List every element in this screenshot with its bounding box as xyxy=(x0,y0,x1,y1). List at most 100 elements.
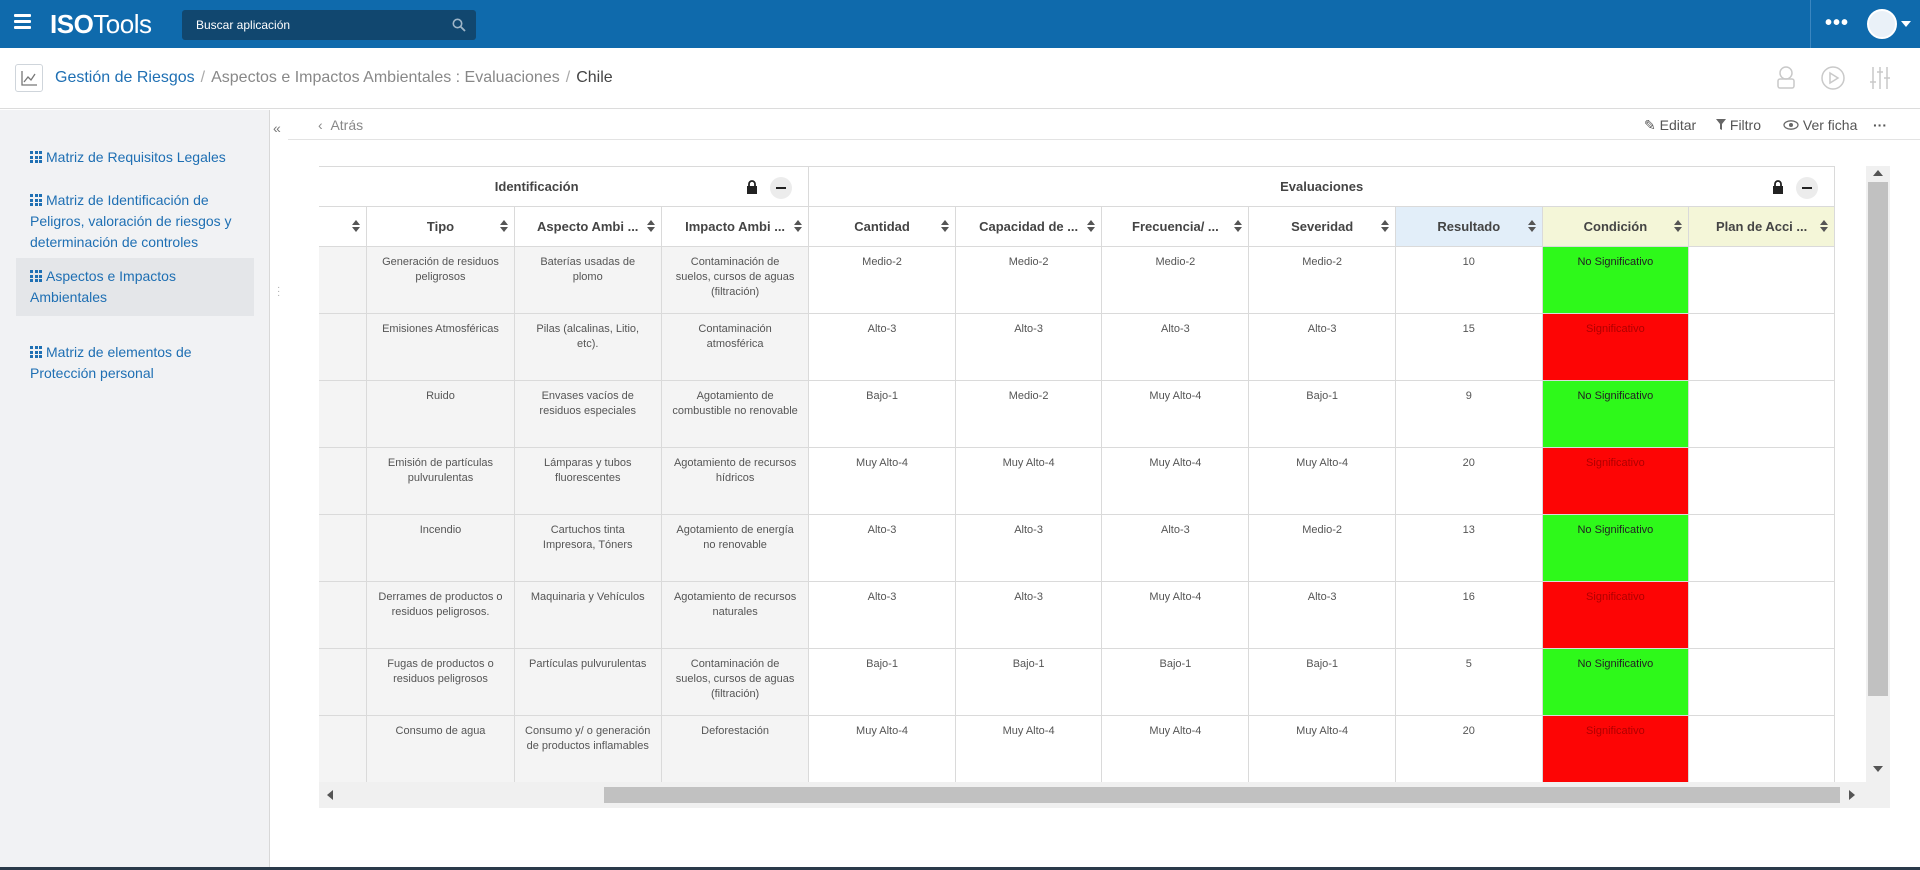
cell-tipo[interactable]: Incendio xyxy=(366,514,515,582)
cell-resultado[interactable]: 20 xyxy=(1394,715,1543,783)
cell-impacto[interactable]: Agotamiento de combustible no renovable xyxy=(660,380,810,448)
avatar[interactable] xyxy=(1867,9,1897,39)
cell-capacidad[interactable]: Alto-3 xyxy=(954,581,1103,649)
cell-severidad[interactable]: Medio-2 xyxy=(1248,514,1396,582)
cell-cantidad[interactable]: Medio-2 xyxy=(808,246,956,314)
cell-cantidad[interactable]: Alto-3 xyxy=(808,581,956,649)
cell-condicion[interactable]: Significativo xyxy=(1541,581,1690,649)
cell-first[interactable]: CTIVA xyxy=(319,313,368,381)
splitter-handle[interactable]: · · · xyxy=(277,282,281,301)
cell-severidad[interactable]: Muy Alto-4 xyxy=(1248,447,1396,515)
cell-first[interactable]: CA xyxy=(319,380,368,448)
cell-impacto[interactable]: Agotamiento de energía no renovable xyxy=(660,514,810,582)
cell-plan[interactable] xyxy=(1688,715,1835,783)
cell-frecuencia[interactable]: Medio-2 xyxy=(1101,246,1250,314)
cell-aspecto[interactable]: Lámparas y tubos fluorescentes xyxy=(513,447,662,515)
column-header-first[interactable] xyxy=(319,206,368,247)
cell-capacidad[interactable]: Muy Alto-4 xyxy=(954,447,1103,515)
cell-impacto[interactable]: Deforestación xyxy=(660,715,810,783)
cell-severidad[interactable]: Muy Alto-4 xyxy=(1248,715,1396,783)
cell-capacidad[interactable]: Bajo-1 xyxy=(954,648,1103,716)
cell-first[interactable]: A Y CIÓN xyxy=(319,514,368,582)
cell-condicion[interactable]: No Significativo xyxy=(1541,514,1690,582)
search-input[interactable]: Buscar aplicación xyxy=(182,10,476,40)
sidebar-item-proteccion-personal[interactable]: Matriz de elementos de Protección person… xyxy=(16,334,254,392)
view-record-button[interactable]: Ver ficha xyxy=(1783,117,1857,133)
menu-icon[interactable] xyxy=(14,14,31,30)
cell-condicion[interactable]: No Significativo xyxy=(1541,380,1690,448)
cell-plan[interactable] xyxy=(1688,581,1835,649)
sort-icon[interactable] xyxy=(1527,219,1536,233)
collapse-group-icon[interactable] xyxy=(770,177,793,199)
cell-plan[interactable] xyxy=(1688,648,1835,716)
table-row[interactable]: FISCALFugas de productos o residuos peli… xyxy=(319,648,1835,716)
cell-first[interactable]: ENTO Y ÓN xyxy=(319,581,368,649)
cell-impacto[interactable]: Contaminación atmosférica xyxy=(660,313,810,381)
cell-severidad[interactable]: Medio-2 xyxy=(1248,246,1396,314)
cell-capacidad[interactable]: Medio-2 xyxy=(954,246,1103,314)
sort-icon[interactable] xyxy=(352,219,361,233)
settings-sliders-icon[interactable] xyxy=(1866,64,1894,92)
cell-resultado[interactable]: 10 xyxy=(1394,246,1543,314)
cell-severidad[interactable]: Bajo-1 xyxy=(1248,380,1396,448)
back-button[interactable]: ‹ Atrás xyxy=(318,117,364,133)
sort-icon[interactable] xyxy=(1234,219,1243,233)
cell-frecuencia[interactable]: Muy Alto-4 xyxy=(1101,380,1250,448)
cell-condicion[interactable]: Significativo xyxy=(1541,313,1690,381)
cell-severidad[interactable]: Alto-3 xyxy=(1248,313,1396,381)
cell-frecuencia[interactable]: Muy Alto-4 xyxy=(1101,715,1250,783)
cell-first[interactable]: FISCAL xyxy=(319,648,368,716)
cell-resultado[interactable]: 16 xyxy=(1394,581,1543,649)
sidebar-item-aspectos-impactos[interactable]: Aspectos e Impactos Ambientales xyxy=(16,258,254,316)
cell-capacidad[interactable]: Muy Alto-4 xyxy=(954,715,1103,783)
vertical-scroll-thumb[interactable] xyxy=(1868,182,1888,696)
column-header-tipo[interactable]: Tipo xyxy=(366,206,515,247)
cell-severidad[interactable]: Bajo-1 xyxy=(1248,648,1396,716)
cell-plan[interactable] xyxy=(1688,246,1835,314)
sort-icon[interactable] xyxy=(1380,219,1389,233)
column-header-impacto[interactable]: Impacto Ambi ... xyxy=(660,206,810,247)
column-header-frecuencia[interactable]: Frecuencia/ ... xyxy=(1101,206,1250,247)
cell-cantidad[interactable]: Muy Alto-4 xyxy=(808,447,956,515)
cell-tipo[interactable]: Derrames de productos o residuos peligro… xyxy=(366,581,515,649)
cell-frecuencia[interactable]: Bajo-1 xyxy=(1101,648,1250,716)
cell-condicion[interactable]: Significativo xyxy=(1541,715,1690,783)
cell-resultado[interactable]: 20 xyxy=(1394,447,1543,515)
sort-icon[interactable] xyxy=(794,219,803,233)
cell-impacto[interactable]: Agotamiento de recursos hídricos xyxy=(660,447,810,515)
cell-aspecto[interactable]: Envases vacíos de residuos especiales xyxy=(513,380,662,448)
chart-icon[interactable] xyxy=(15,64,43,92)
cell-aspecto[interactable]: Partículas pulvurulentas xyxy=(513,648,662,716)
cell-tipo[interactable]: Fugas de productos o residuos peligrosos xyxy=(366,648,515,716)
sort-icon[interactable] xyxy=(499,219,508,233)
cell-cantidad[interactable]: Alto-3 xyxy=(808,313,956,381)
cell-capacidad[interactable]: Alto-3 xyxy=(954,514,1103,582)
cell-frecuencia[interactable]: Muy Alto-4 xyxy=(1101,581,1250,649)
cell-capacidad[interactable]: Medio-2 xyxy=(954,380,1103,448)
cell-cantidad[interactable]: Alto-3 xyxy=(808,514,956,582)
cell-tipo[interactable]: Ruido xyxy=(366,380,515,448)
cell-condicion[interactable]: Significativo xyxy=(1541,447,1690,515)
sort-icon[interactable] xyxy=(940,219,949,233)
scroll-left-icon[interactable] xyxy=(327,790,333,800)
cell-impacto[interactable]: Contaminación de suelos, cursos de aguas… xyxy=(660,246,810,314)
column-header-plan[interactable]: Plan de Acci ... xyxy=(1688,206,1835,247)
scroll-up-icon[interactable] xyxy=(1873,170,1883,176)
column-header-capacidad[interactable]: Capacidad de ... xyxy=(954,206,1103,247)
cell-severidad[interactable]: Alto-3 xyxy=(1248,581,1396,649)
sidebar-item-matriz-requisitos-legales[interactable]: Matriz de Requisitos Legales xyxy=(16,139,254,176)
cell-frecuencia[interactable]: Alto-3 xyxy=(1101,313,1250,381)
cell-plan[interactable] xyxy=(1688,313,1835,381)
cell-plan[interactable] xyxy=(1688,514,1835,582)
search-icon[interactable] xyxy=(452,18,466,32)
app-logo[interactable]: ISOTools xyxy=(50,9,152,39)
more-options-icon[interactable]: ··· xyxy=(1873,117,1887,133)
horizontal-scrollbar[interactable] xyxy=(319,782,1890,808)
cell-cantidad[interactable]: Bajo-1 xyxy=(808,380,956,448)
sort-icon[interactable] xyxy=(1087,219,1096,233)
cell-tipo[interactable]: Consumo de agua xyxy=(366,715,515,783)
cell-impacto[interactable]: Contaminación de suelos, cursos de aguas… xyxy=(660,648,810,716)
column-header-aspecto[interactable]: Aspecto Ambi ... xyxy=(513,206,662,247)
column-header-condicion[interactable]: Condición xyxy=(1541,206,1690,247)
sort-icon[interactable] xyxy=(1674,219,1683,233)
